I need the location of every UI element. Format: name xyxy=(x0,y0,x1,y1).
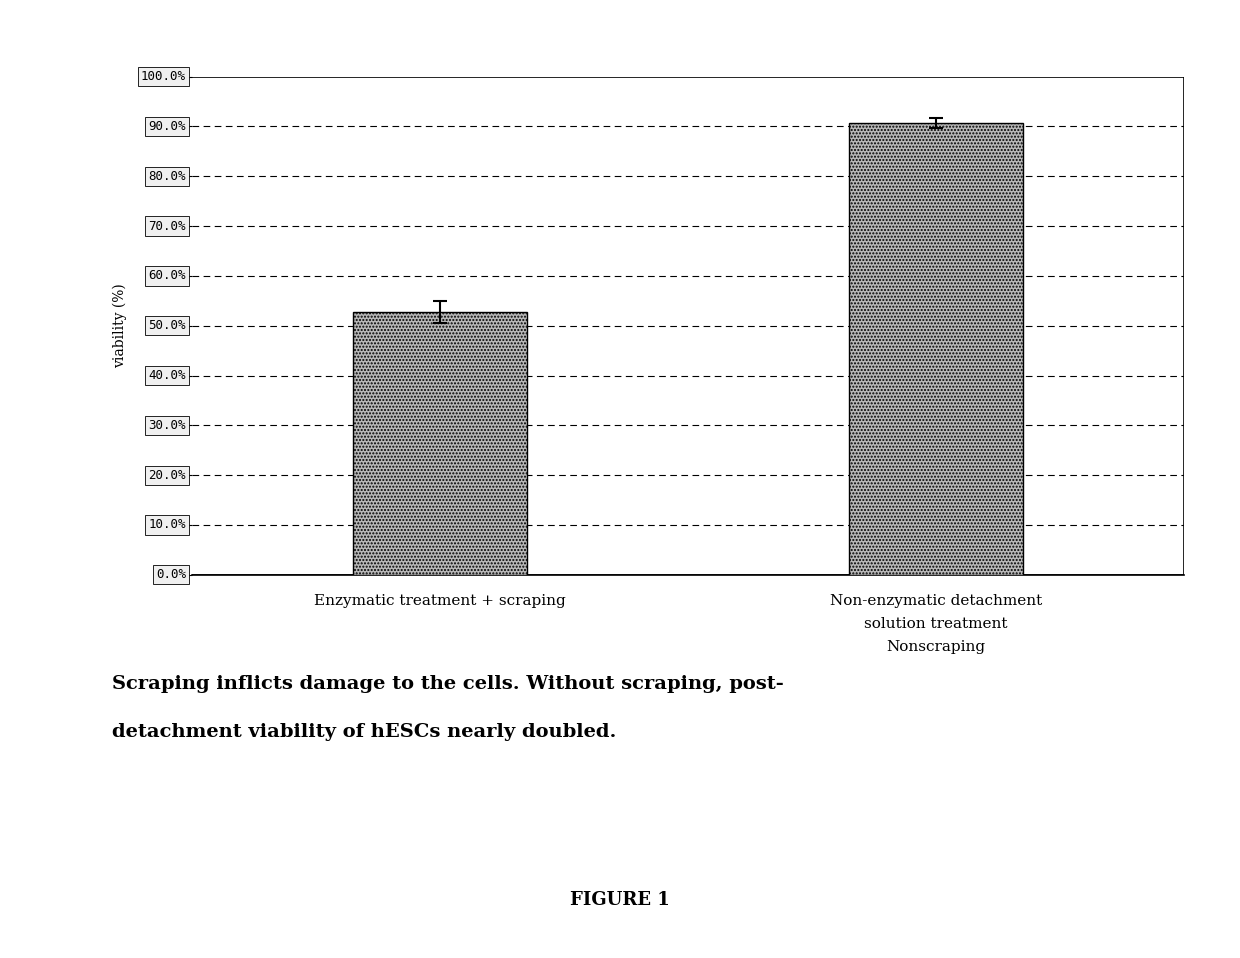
Text: 30.0%: 30.0% xyxy=(149,419,186,432)
Text: 100.0%: 100.0% xyxy=(141,70,186,83)
Text: detachment viability of hESCs nearly doubled.: detachment viability of hESCs nearly dou… xyxy=(112,723,616,741)
Text: FIGURE 1: FIGURE 1 xyxy=(570,891,670,909)
Text: 50.0%: 50.0% xyxy=(149,319,186,332)
Text: 80.0%: 80.0% xyxy=(149,170,186,183)
Text: Enzymatic treatment + scraping: Enzymatic treatment + scraping xyxy=(314,594,567,608)
Text: 60.0%: 60.0% xyxy=(149,269,186,283)
Text: 0.0%: 0.0% xyxy=(156,568,186,582)
Text: 90.0%: 90.0% xyxy=(149,120,186,133)
Text: 20.0%: 20.0% xyxy=(149,468,186,482)
Text: 40.0%: 40.0% xyxy=(149,369,186,382)
Bar xyxy=(353,312,527,575)
Bar xyxy=(849,124,1023,575)
Y-axis label: viability (%): viability (%) xyxy=(113,284,126,368)
Text: 10.0%: 10.0% xyxy=(149,518,186,532)
Text: 70.0%: 70.0% xyxy=(149,219,186,233)
Text: Scraping inflicts damage to the cells. Without scraping, post-: Scraping inflicts damage to the cells. W… xyxy=(112,675,784,694)
Text: Non-enzymatic detachment
solution treatment
Nonscraping: Non-enzymatic detachment solution treatm… xyxy=(830,594,1043,653)
